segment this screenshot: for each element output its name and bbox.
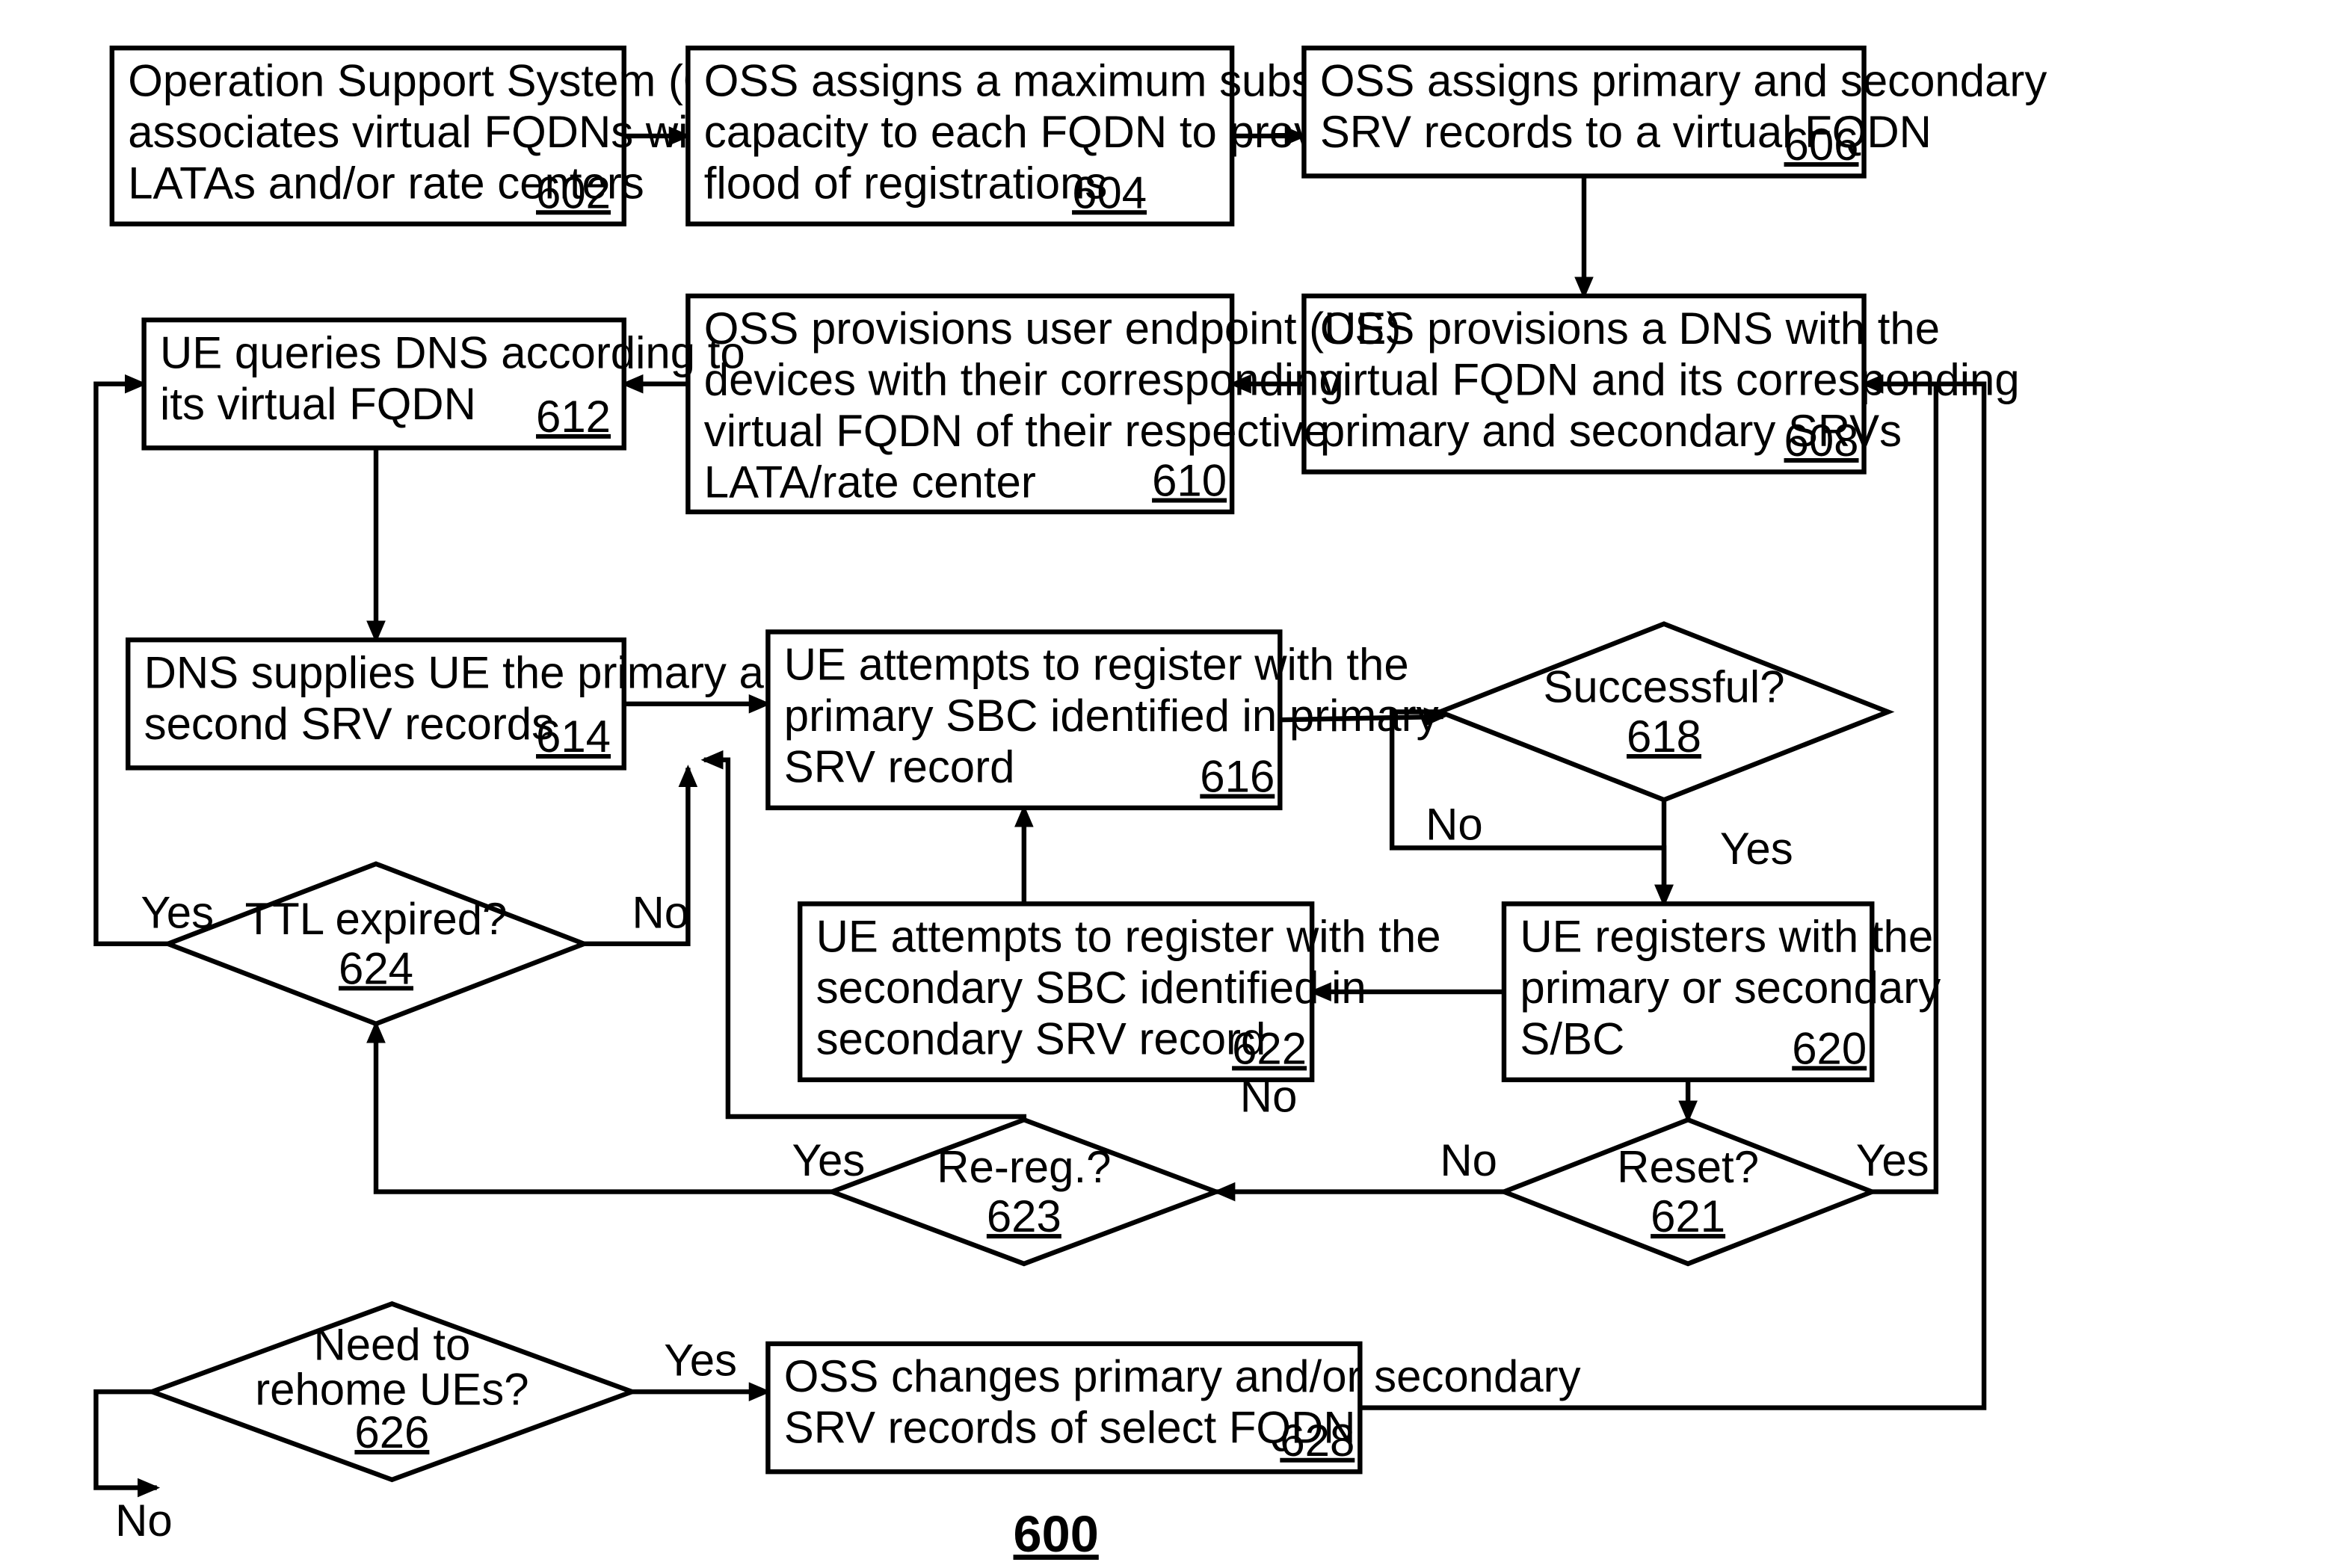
svg-text:virtual FQDN and its correspon: virtual FQDN and its corresponding <box>1320 355 2020 405</box>
svg-text:DNS supplies UE the primary an: DNS supplies UE the primary and <box>144 647 814 697</box>
nodes: Operation Support System (OSS)associates… <box>112 48 2047 1480</box>
svg-text:OSS assigns primary and second: OSS assigns primary and secondary <box>1320 55 2047 105</box>
svg-text:UE queries DNS according to: UE queries DNS according to <box>160 327 745 377</box>
edge-label: Yes <box>1720 824 1793 874</box>
svg-text:621: 621 <box>1651 1191 1725 1241</box>
edge <box>1864 384 1936 1192</box>
node-n621: Reset?621 <box>1504 1120 1872 1264</box>
svg-text:S/BC: S/BC <box>1520 1014 1624 1064</box>
svg-text:flood of registrations: flood of registrations <box>704 158 1108 208</box>
svg-text:OSS changes primary and/or sec: OSS changes primary and/or secondary <box>784 1351 1581 1401</box>
edge-label: Yes <box>792 1135 865 1185</box>
svg-text:610: 610 <box>1152 456 1227 506</box>
svg-text:616: 616 <box>1200 751 1275 801</box>
svg-text:Reset?: Reset? <box>1617 1142 1759 1192</box>
svg-text:620: 620 <box>1792 1023 1867 1073</box>
svg-text:secondary SRV record: secondary SRV record <box>816 1014 1266 1064</box>
svg-text:608: 608 <box>1784 416 1859 466</box>
edge-label: No <box>115 1496 173 1546</box>
svg-text:primary or secondary: primary or secondary <box>1520 963 1941 1013</box>
node-n610: OSS provisions user endpoint (UE)devices… <box>688 296 1401 512</box>
flowchart: YesNoYesNoNoYesNoYesNoYes Operation Supp… <box>0 0 2336 1568</box>
svg-text:OSS provisions user endpoint (: OSS provisions user endpoint (UE) <box>704 303 1402 354</box>
svg-text:SRV records of select FQDN: SRV records of select FQDN <box>784 1403 1356 1453</box>
svg-text:624: 624 <box>339 943 413 993</box>
edge-label: Yes <box>664 1336 737 1386</box>
svg-text:associates virtual FQDNs with: associates virtual FQDNs with <box>128 107 725 157</box>
svg-text:devices with their correspondi: devices with their corresponding <box>704 355 1344 405</box>
svg-text:628: 628 <box>1280 1416 1355 1466</box>
svg-text:TTL expired?: TTL expired? <box>245 894 508 944</box>
svg-text:606: 606 <box>1784 120 1859 170</box>
svg-text:UE attempts to register with t: UE attempts to register with the <box>816 912 1441 962</box>
svg-text:614: 614 <box>536 712 611 762</box>
svg-text:OSS provisions a DNS with the: OSS provisions a DNS with the <box>1320 303 1940 354</box>
svg-text:UE attempts to register with t: UE attempts to register with the <box>784 640 1409 690</box>
node-n608: OSS provisions a DNS with thevirtual FQD… <box>1304 296 2019 472</box>
edge-label: No <box>1426 800 1483 850</box>
svg-text:618: 618 <box>1627 712 1701 762</box>
edge-label: No <box>1440 1135 1497 1185</box>
node-n606: OSS assigns primary and secondarySRV rec… <box>1304 48 2047 176</box>
node-n618: Successful?618 <box>1440 624 1887 800</box>
svg-text:623: 623 <box>987 1191 1061 1241</box>
edge <box>376 1024 832 1192</box>
edge-label: Yes <box>1856 1135 1929 1185</box>
svg-text:second SRV records: second SRV records <box>144 699 554 749</box>
edge-label: No <box>632 887 689 937</box>
svg-text:its virtual FQDN: its virtual FQDN <box>160 379 476 429</box>
svg-text:LATA/rate center: LATA/rate center <box>704 457 1036 507</box>
svg-text:UE registers with the: UE registers with the <box>1520 912 1933 962</box>
figure-label: 600 <box>1014 1505 1099 1563</box>
node-n626: Need torehome UEs?626 <box>152 1303 632 1479</box>
svg-text:602: 602 <box>536 167 611 217</box>
node-n622: UE attempts to register with thesecondar… <box>800 904 1440 1079</box>
svg-text:primary SBC identified in prim: primary SBC identified in primary <box>784 691 1439 741</box>
svg-text:Re-reg.?: Re-reg.? <box>937 1142 1111 1192</box>
node-n620: UE registers with theprimary or secondar… <box>1504 904 1941 1079</box>
svg-text:626: 626 <box>354 1407 429 1457</box>
svg-text:secondary SBC identified in: secondary SBC identified in <box>816 963 1366 1013</box>
node-n616: UE attempts to register with theprimary … <box>768 632 1438 807</box>
svg-text:SRV record: SRV record <box>784 742 1015 792</box>
node-n624: TTL expired?624 <box>168 864 585 1024</box>
svg-text:604: 604 <box>1072 167 1147 217</box>
svg-text:Successful?: Successful? <box>1543 662 1784 712</box>
svg-text:Need to: Need to <box>313 1319 470 1369</box>
edge <box>96 1392 156 1487</box>
node-n623: Re-reg.?623 <box>832 1120 1216 1264</box>
svg-text:virtual FQDN of their respecti: virtual FQDN of their respective <box>704 406 1329 456</box>
svg-text:622: 622 <box>1232 1023 1307 1073</box>
svg-text:612: 612 <box>536 392 611 442</box>
